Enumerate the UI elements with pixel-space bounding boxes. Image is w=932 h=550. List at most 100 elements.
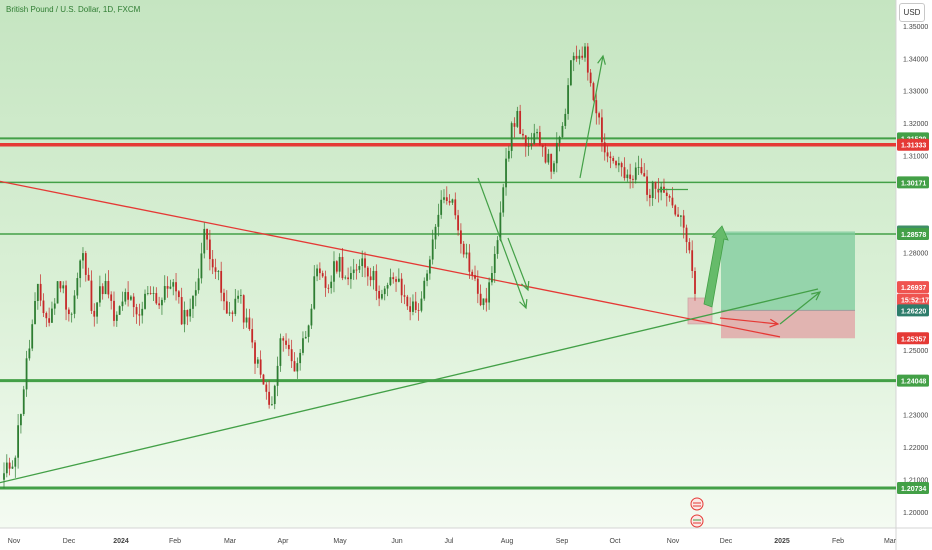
candle-body (290, 349, 293, 362)
price-tag-label: 1.26937 (901, 285, 926, 292)
candle-body (200, 253, 203, 279)
candle-body (431, 239, 434, 260)
candle-body (648, 194, 651, 198)
candle-body (524, 135, 527, 147)
candle-body (682, 215, 685, 228)
candle-body (471, 271, 474, 276)
candle-body (395, 279, 397, 282)
candle-body (104, 281, 107, 295)
candle-body (240, 295, 242, 297)
time-axis[interactable]: Nov Dec 2024 Feb Mar Apr May Jun Jul Aug Sep Oct Nov… (8, 538, 897, 545)
candle-body (679, 215, 682, 217)
y-tick-label: 1.20000 (903, 510, 928, 517)
candle-body (460, 230, 462, 244)
candle-body (443, 197, 445, 200)
red-arrow-projection (719, 317, 779, 325)
candle-body (5, 462, 8, 474)
currency-button[interactable]: USD (899, 3, 925, 22)
candle-body (372, 270, 375, 281)
y-tick-label: 1.28000 (903, 251, 928, 258)
candle-body (316, 268, 318, 277)
candle-body (144, 293, 146, 309)
candle-body (468, 252, 471, 272)
candle-body (48, 318, 51, 323)
candle-body (694, 271, 696, 294)
candle-body (135, 307, 138, 315)
candle-body (36, 283, 39, 301)
candle-body (476, 278, 479, 294)
candle-body (124, 292, 127, 302)
candle-body (457, 215, 459, 231)
candle-body (79, 260, 82, 279)
up-arrow-projection-head (811, 291, 822, 301)
candle-body (570, 60, 572, 86)
price-tag-label: 15:52:17 (901, 298, 929, 305)
candle-body (623, 167, 626, 179)
up-arrow-september (579, 55, 604, 179)
candle-body (496, 240, 499, 254)
red-arrow-projection-head (769, 318, 780, 328)
economic-event-icon[interactable] (690, 497, 704, 511)
x-tick-label: Mar (884, 538, 897, 545)
trend-layer (0, 180, 819, 484)
x-tick-label: Jul (445, 538, 454, 545)
candle-body (358, 266, 361, 270)
price-tag-label: 1.28578 (901, 232, 926, 239)
candle-body (254, 342, 256, 364)
candle-body (361, 258, 364, 267)
y-tick-label: 1.33000 (903, 89, 928, 96)
candle-body (22, 389, 25, 415)
candle-body (231, 312, 234, 314)
candle-body (462, 243, 465, 255)
candle-body (445, 197, 448, 201)
price-tag-label: 1.31333 (901, 143, 926, 150)
candle-body (448, 200, 451, 203)
earnings-event-icon[interactable] (690, 514, 704, 528)
up-arrow-projection (779, 291, 821, 325)
candle-body (330, 281, 333, 289)
candle-body (189, 308, 192, 317)
down-arrow-july (477, 177, 527, 309)
candle-body (183, 310, 186, 325)
target-arrow (703, 225, 729, 308)
candle-body (381, 294, 383, 299)
price-tag (897, 374, 929, 387)
candle-body (67, 309, 70, 315)
candle-body (259, 359, 262, 375)
x-tick-label: Feb (169, 538, 181, 545)
position-layer (687, 231, 855, 339)
arrows-layer (477, 54, 822, 328)
candle-body (130, 296, 132, 300)
candle-body (39, 283, 42, 301)
candle-body (31, 324, 34, 349)
candle-body (620, 163, 623, 168)
candle-body (158, 303, 161, 306)
candle-body (409, 306, 412, 312)
candle-body (251, 329, 254, 343)
x-tick-label: Sep (556, 538, 569, 545)
candle-body (629, 174, 632, 179)
candle-body (107, 281, 110, 295)
price-tag (897, 281, 929, 294)
candle-body (389, 277, 392, 286)
candle-body (132, 296, 135, 308)
candle-body (392, 277, 395, 280)
ascending-trendline (0, 297, 781, 484)
candle-body (479, 293, 482, 306)
down-arrow-july-head (519, 298, 528, 310)
up-arrow-september-head (597, 54, 606, 65)
price-axis[interactable]: 1.20000 1.21000 1.22000 1.23000 1.25000 1.280… (897, 24, 929, 517)
candle-body (586, 46, 589, 73)
candle-body (118, 306, 121, 315)
candle-body (482, 298, 485, 306)
y-tick-label: 1.23000 (903, 413, 928, 420)
x-tick-label: Mar (224, 538, 237, 545)
candle-body (547, 153, 550, 163)
x-tick-label: Nov (8, 538, 21, 545)
candle-body (302, 338, 304, 353)
candle-body (553, 163, 555, 172)
candle-body (166, 286, 169, 289)
candle-body (304, 336, 307, 339)
